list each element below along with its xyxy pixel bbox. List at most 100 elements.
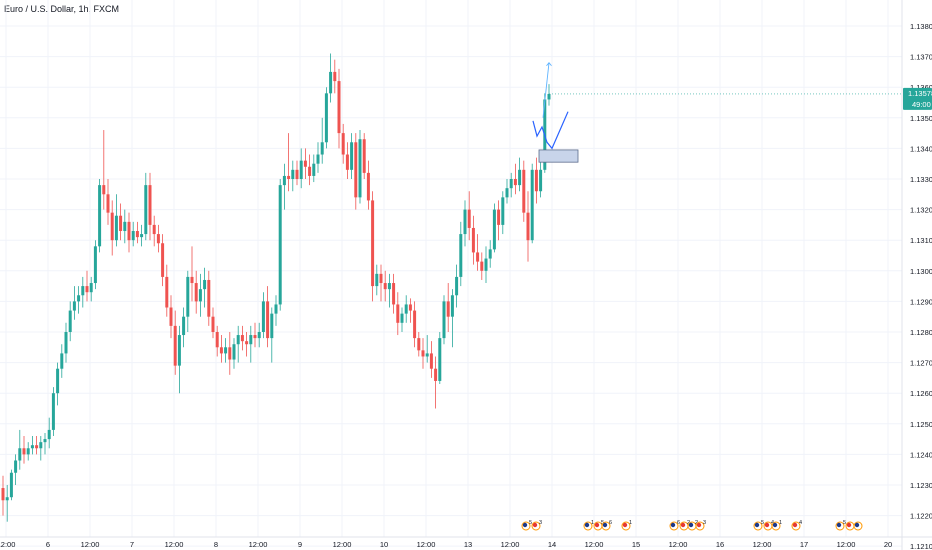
candle-body <box>488 249 492 259</box>
arrow-head-icon <box>546 62 552 67</box>
candle-body <box>287 175 291 179</box>
zone-rectangle[interactable] <box>538 149 579 163</box>
candle <box>161 234 165 287</box>
candle-body <box>98 185 102 247</box>
event-flag-icon[interactable]: 4 <box>763 520 774 531</box>
candle <box>236 325 240 363</box>
candle <box>102 130 106 210</box>
x-tick-label: 16 <box>716 540 724 549</box>
candle <box>182 307 186 348</box>
candle <box>509 172 513 198</box>
candle <box>144 172 148 241</box>
candle <box>274 295 278 326</box>
event-count: 2 <box>695 520 698 526</box>
candle <box>22 436 26 464</box>
candle <box>165 264 169 317</box>
candle-body <box>215 331 219 348</box>
candle <box>467 191 471 241</box>
candle-body <box>186 276 190 317</box>
candle-body <box>236 335 240 345</box>
candle-body <box>316 154 320 164</box>
candle-body <box>89 283 93 293</box>
event-flag-icon[interactable]: 2 <box>679 520 690 531</box>
event-flag-icon[interactable]: 5 <box>521 520 532 531</box>
candle-body <box>257 331 261 339</box>
event-flag-icon[interactable]: 1 <box>621 520 632 531</box>
candle-body <box>148 185 152 225</box>
candle <box>135 221 139 244</box>
projection-path[interactable] <box>532 111 569 150</box>
candle-body <box>224 347 228 354</box>
event-flag-icon[interactable]: 1 <box>583 520 594 531</box>
candle-body <box>413 310 417 339</box>
event-count: 5 <box>529 520 532 526</box>
candle <box>257 322 261 348</box>
candle <box>455 264 459 308</box>
y-tick-label: 1.13200 <box>910 206 932 215</box>
x-tick-label: 14 <box>548 540 556 549</box>
candle <box>501 191 505 235</box>
candle <box>81 276 85 308</box>
event-flag-icon[interactable] <box>845 521 855 531</box>
candle <box>14 454 18 485</box>
candle <box>119 203 123 241</box>
candle <box>64 322 68 363</box>
event-flag-icon[interactable]: 4 <box>791 520 802 531</box>
candle <box>522 160 526 222</box>
event-flag-icon[interactable]: 1 <box>771 520 782 531</box>
event-flag-icon[interactable] <box>853 521 863 531</box>
candle <box>434 356 438 409</box>
y-tick-label: 1.13500 <box>910 114 932 123</box>
event-flag-icon[interactable]: 3 <box>531 520 542 531</box>
candle-body <box>324 93 328 143</box>
candle-body <box>198 289 202 302</box>
candle <box>341 123 345 164</box>
flag-icon <box>846 522 852 528</box>
projection-arrow[interactable] <box>542 62 550 118</box>
event-flag-icon[interactable]: 2 <box>687 520 698 531</box>
candle-body <box>26 448 30 455</box>
event-flag-icon[interactable]: 6 <box>601 520 612 531</box>
candle <box>169 295 173 339</box>
candle <box>106 179 110 225</box>
candle <box>513 163 517 195</box>
candle <box>379 264 383 302</box>
event-flag-icon[interactable]: 5 <box>753 520 764 531</box>
candle-body <box>547 93 551 100</box>
y-tick-label: 1.13400 <box>910 144 932 153</box>
candle <box>421 338 425 369</box>
candle-body <box>366 172 370 201</box>
x-tick-label: 12:00 <box>501 540 520 549</box>
event-count: 1 <box>591 520 594 526</box>
user-drawings[interactable] <box>532 62 579 163</box>
candle <box>39 436 43 461</box>
event-flag-icon[interactable]: 5 <box>835 520 846 531</box>
candle <box>249 325 253 363</box>
candle-body <box>253 335 257 339</box>
candle <box>471 215 475 265</box>
candle-body <box>442 301 446 339</box>
candle-body <box>18 448 22 461</box>
last-price-text: 1.13578 <box>908 89 932 98</box>
candle-body <box>177 335 181 366</box>
flag-icon <box>594 522 600 528</box>
x-tick-label: 17 <box>800 540 808 549</box>
candle <box>329 53 333 103</box>
candle-body <box>207 279 211 317</box>
x-tick-label: 8 <box>214 540 218 549</box>
x-tick-label: 12:00 <box>333 540 352 549</box>
candle-body <box>467 209 471 228</box>
candle <box>253 322 257 348</box>
candle-body <box>77 295 81 302</box>
candle <box>240 325 244 351</box>
event-count: 4 <box>771 520 774 526</box>
candle-body <box>93 246 97 284</box>
event-flag-icon[interactable]: 6 <box>669 520 680 531</box>
event-flag-icon[interactable]: 3 <box>695 520 706 531</box>
candle <box>530 163 534 244</box>
candle <box>68 301 72 342</box>
candle <box>337 68 341 149</box>
